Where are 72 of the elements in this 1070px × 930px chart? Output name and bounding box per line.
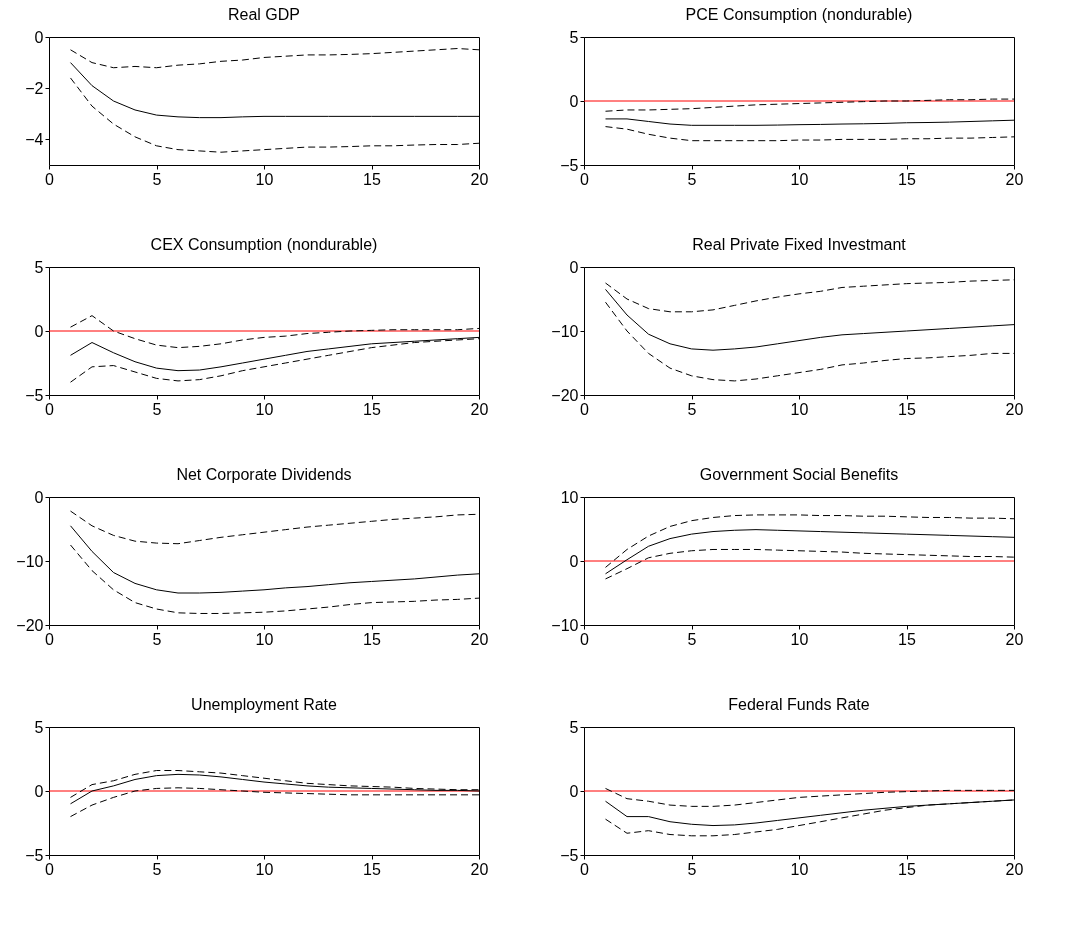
chart-title: Government Social Benefits [699,466,899,483]
y-tick-label: 5 [569,718,579,736]
x-tick-label: 10 [255,630,274,648]
x-tick-label: 10 [790,630,809,648]
x-tick-label: 0 [45,400,55,418]
x-tick-label: 15 [898,170,916,188]
x-tick-label: 0 [580,860,590,878]
y-tick-label: 0 [34,488,44,506]
x-tick-label: 0 [580,170,590,188]
y-tick-label: −10 [551,616,579,634]
x-tick-label: 5 [152,630,162,648]
x-tick-label: 0 [45,170,55,188]
x-tick-label: 0 [45,860,55,878]
y-tick-label: −5 [560,156,579,174]
x-tick-label: 5 [687,400,697,418]
x-tick-label: 20 [470,400,489,418]
x-tick-label: 10 [255,400,274,418]
y-tick-label: 0 [34,322,44,340]
x-tick-label: 20 [470,630,489,648]
x-tick-label: 20 [1005,400,1024,418]
x-tick-label: 20 [470,170,489,188]
x-tick-label: 20 [1005,170,1024,188]
chart-title: PCE Consumption (nondurable) [685,6,913,23]
x-tick-label: 15 [898,630,916,648]
y-tick-label: −5 [560,846,579,864]
y-tick-label: −20 [16,616,44,634]
x-tick-label: 5 [152,400,162,418]
y-tick-label: −5 [25,386,44,404]
x-tick-label: 15 [898,860,916,878]
y-tick-label: −2 [25,79,44,97]
y-tick-label: 0 [34,28,44,46]
y-tick-label: −5 [25,846,44,864]
x-tick-label: 0 [45,630,55,648]
x-tick-label: 20 [470,860,489,878]
x-tick-label: 20 [1005,860,1024,878]
chart-title: Net Corporate Dividends [176,466,352,483]
x-tick-label: 0 [580,630,590,648]
x-tick-label: 5 [687,170,697,188]
y-tick-label: 0 [569,92,579,110]
x-tick-label: 5 [152,170,162,188]
x-tick-label: 15 [363,630,381,648]
y-tick-label: −10 [16,552,44,570]
chart-title: Real GDP [227,6,301,23]
y-tick-label: 0 [569,782,579,800]
x-tick-label: 5 [687,860,697,878]
y-tick-label: 0 [34,782,44,800]
y-tick-label: 5 [34,258,44,276]
x-tick-label: 10 [255,860,274,878]
x-tick-label: 15 [363,170,381,188]
x-tick-label: 15 [363,860,381,878]
chart-title: Federal Funds Rate [728,696,870,713]
y-tick-label: 5 [34,718,44,736]
x-tick-label: 10 [255,170,274,188]
x-tick-label: 5 [152,860,162,878]
y-tick-label: 0 [569,552,579,570]
x-tick-label: 15 [898,400,916,418]
x-tick-label: 10 [790,860,809,878]
x-tick-label: 15 [363,400,381,418]
chart-title: Unemployment Rate [191,696,338,713]
y-tick-label: 5 [569,28,579,46]
chart-title: CEX Consumption (nondurable) [150,236,378,253]
x-tick-label: 10 [790,400,809,418]
x-tick-label: 0 [580,400,590,418]
y-tick-label: 10 [560,488,579,506]
x-tick-label: 5 [687,630,697,648]
x-tick-label: 10 [790,170,809,188]
chart-title: Real Private Fixed Investmant [692,236,907,253]
y-tick-label: −4 [25,130,44,148]
y-tick-label: −20 [551,386,579,404]
x-tick-label: 20 [1005,630,1024,648]
y-tick-label: −10 [551,322,579,340]
y-tick-label: 0 [569,258,579,276]
